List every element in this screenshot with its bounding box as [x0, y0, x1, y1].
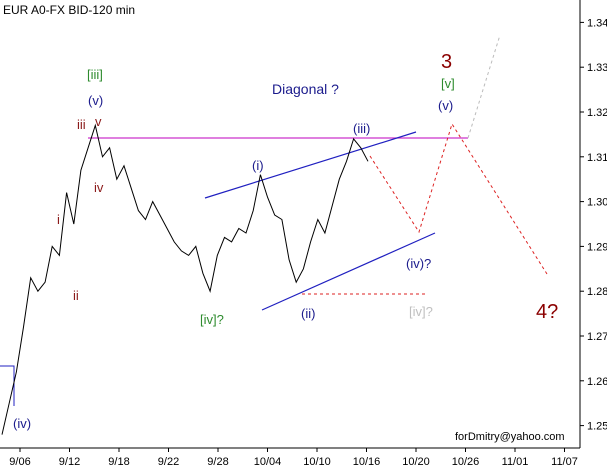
wave-label-iv-paren-start: (iv) — [13, 416, 31, 431]
wave-label-iv-bracket-gray: [iv]? — [409, 304, 433, 319]
wave-label-v: v — [95, 114, 102, 129]
wave-label-i-paren: (i) — [252, 158, 264, 173]
x-axis-ticks: 9/06 9/12 9/18 9/22 9/28 10/04 10/10 10/16 10/20… — [9, 448, 578, 467]
x-tick-label: 9/28 — [207, 456, 228, 467]
y-tick-label: 1.25 — [587, 421, 607, 433]
wave-label-v-bracket: [v] — [441, 76, 455, 91]
wave-label-ii-paren: (ii) — [301, 306, 315, 321]
y-tick-label: 1.33 — [587, 62, 607, 74]
x-tick-label: 10/16 — [353, 456, 381, 467]
x-tick-label: 10/04 — [254, 456, 282, 467]
y-tick-label: 1.31 — [587, 152, 607, 164]
wave-label-v-paren: (v) — [88, 93, 103, 108]
y-tick-label: 1.30 — [587, 197, 607, 209]
x-tick-label: 10/26 — [452, 456, 480, 467]
y-tick-label: 1.32 — [587, 107, 607, 119]
y-tick-label: 1.34 — [587, 17, 607, 29]
y-tick-label: 1.29 — [587, 241, 607, 253]
x-tick-label: 9/06 — [9, 456, 30, 467]
alt-projection-path — [467, 34, 501, 139]
x-tick-label: 10/10 — [303, 456, 331, 467]
chart-drawings — [0, 34, 548, 406]
upper-channel-line — [204, 131, 417, 199]
wave-label-iv: iv — [94, 180, 104, 195]
lower-channel-line — [261, 232, 436, 311]
chart-title: EUR A0-FX BID-120 min — [3, 3, 135, 17]
watermark: forDmitry@yahoo.com — [455, 431, 565, 443]
wave-label-v-paren-end: (v) — [438, 98, 453, 113]
price-series-line — [1, 123, 369, 435]
x-tick-label: 9/22 — [158, 456, 179, 467]
y-axis-ticks: 1.25 1.26 1.27 1.28 1.29 1.30 1.31 1.32 1.33 1.34 — [580, 17, 607, 433]
wave-label-i: i — [57, 212, 60, 227]
wave-labels: (iv) i ii iii iv v (v) [iii] [iv]? (i) (… — [13, 51, 558, 431]
wave-label-4-q: 4? — [536, 301, 558, 323]
wave-label-iv-paren-q: (iv)? — [406, 256, 431, 271]
y-tick-label: 1.26 — [587, 376, 607, 388]
wave-label-ii: ii — [73, 288, 79, 303]
start-box-line — [0, 365, 15, 406]
wave-label-3: 3 — [441, 51, 452, 73]
diagonal-label: Diagonal ? — [272, 81, 339, 97]
x-tick-label: 9/18 — [108, 456, 129, 467]
wave-label-iii-paren: (iii) — [353, 121, 370, 136]
projection-path — [369, 122, 548, 275]
x-tick-label: 9/12 — [59, 456, 80, 467]
wave-label-iv-bracket-q: [iv]? — [200, 312, 224, 327]
wave-label-iii: iii — [77, 117, 86, 132]
x-tick-label: 10/20 — [402, 456, 430, 467]
wave-label-iii-bracket: [iii] — [87, 67, 103, 82]
y-tick-label: 1.28 — [587, 286, 607, 298]
x-tick-label: 11/07 — [551, 456, 578, 467]
y-tick-label: 1.27 — [587, 331, 607, 343]
x-tick-label: 11/01 — [502, 456, 529, 467]
